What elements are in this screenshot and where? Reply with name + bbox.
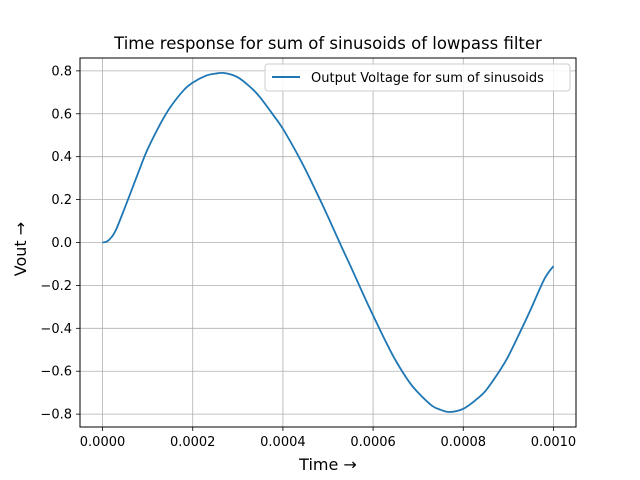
- y-axis-label: Vout →: [11, 222, 30, 276]
- y-tick-label: 0.4: [51, 150, 72, 165]
- y-axis-ticks: −0.8 −0.6 −0.4 −0.2 0.0 0.2 0.4 0.6 0.8: [40, 64, 80, 423]
- y-tick-label: 0.6: [51, 107, 72, 122]
- x-tick-label: 0.0004: [260, 435, 306, 450]
- y-tick-label: −0.2: [40, 279, 72, 294]
- legend-box: [264, 63, 571, 92]
- plot-series: [102, 71, 555, 413]
- x-axis-ticks: 0.0000 0.0002 0.0004 0.0006 0.0008 0.0010: [80, 427, 576, 450]
- series-line-output-voltage: [102, 71, 555, 413]
- x-tick-label: 0.0000: [80, 435, 126, 450]
- y-tick-label: 0.0: [51, 236, 72, 251]
- y-tick-label: 0.8: [51, 64, 72, 79]
- x-axis-label: Time →: [298, 455, 357, 474]
- x-tick-label: 0.0008: [441, 435, 487, 450]
- legend-label: Output Voltage for sum of sinusoids: [311, 71, 544, 86]
- y-tick-label: 0.2: [51, 193, 72, 208]
- y-tick-label: −0.8: [40, 408, 72, 423]
- x-tick-label: 0.0006: [350, 435, 396, 450]
- legend: Output Voltage for sum of sinusoids: [264, 63, 571, 92]
- chart-title: Time response for sum of sinusoids of lo…: [113, 34, 542, 53]
- y-tick-label: −0.6: [40, 365, 72, 380]
- x-tick-label: 0.0010: [531, 435, 577, 450]
- x-tick-label: 0.0002: [170, 435, 216, 450]
- y-tick-label: −0.4: [40, 322, 72, 337]
